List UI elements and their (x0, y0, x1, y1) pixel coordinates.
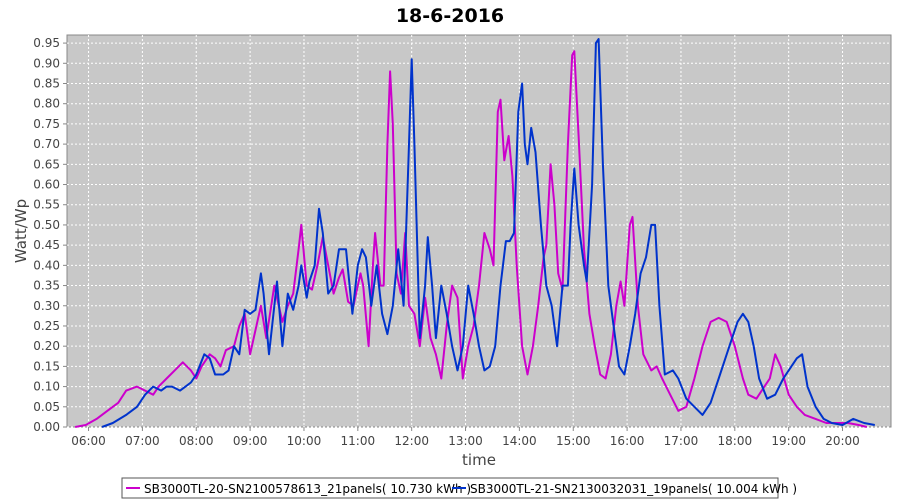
legend-entry: SB3000TL-21-SN2130032031_19panels( 10.00… (470, 482, 797, 496)
y-tick-label: 0.35 (33, 279, 60, 293)
y-tick-label: 0.05 (33, 400, 60, 414)
y-tick-label: 0.30 (33, 299, 60, 313)
series-line-1 (74, 50, 868, 428)
y-tick-label: 0.00 (33, 420, 60, 434)
x-tick-label: 08:00 (179, 434, 214, 448)
x-tick-label: 18:00 (718, 434, 753, 448)
x-tick-label: 20:00 (825, 434, 860, 448)
y-tick-label: 0.65 (33, 157, 60, 171)
x-tick-label: 11:00 (341, 434, 376, 448)
x-tick-label: 15:00 (556, 434, 591, 448)
x-tick-label: 07:00 (125, 434, 160, 448)
y-tick-label: 0.50 (33, 218, 60, 232)
y-axis-title: Watt/Wp (12, 199, 30, 263)
y-tick-label: 0.55 (33, 198, 60, 212)
y-tick-label: 0.20 (33, 339, 60, 353)
series-layer (74, 38, 875, 428)
y-tick-label: 0.90 (33, 56, 60, 70)
x-tick-label: 19:00 (771, 434, 806, 448)
y-tick-label: 0.45 (33, 238, 60, 252)
y-tick-label: 0.75 (33, 117, 60, 131)
x-tick-label: 12:00 (394, 434, 429, 448)
y-tick-label: 0.25 (33, 319, 60, 333)
axes: 0.00 0.05 0.10 0.15 0.20 0.25 0.30 0.35 0.40 0.45… (33, 36, 860, 448)
y-tick-label: 0.40 (33, 258, 60, 272)
plot-area (66, 34, 892, 428)
y-tick-label: 0.10 (33, 380, 60, 394)
y-tick-label: 0.70 (33, 137, 60, 151)
x-tick-label: 09:00 (233, 434, 268, 448)
legend: SB3000TL-20-SN2100578613_21panels( 10.73… (121, 477, 797, 499)
series-line-2 (101, 38, 875, 428)
chart-title: 18-6-2016 (396, 5, 504, 27)
x-tick-label: 16:00 (610, 434, 645, 448)
y-tick-label: 0.15 (33, 359, 60, 373)
y-tick-label: 0.85 (33, 76, 60, 90)
x-axis-title: time (462, 451, 496, 469)
x-tick-label: 13:00 (448, 434, 483, 448)
legend-box (121, 477, 779, 499)
x-tick-label: 17:00 (664, 434, 699, 448)
y-tick-label: 0.95 (33, 36, 60, 50)
x-tick-label: 10:00 (287, 434, 322, 448)
y-tick-label: 0.80 (33, 97, 60, 111)
x-tick-label: 14:00 (502, 434, 537, 448)
y-tick-label: 0.60 (33, 178, 60, 192)
legend-entry: SB3000TL-20-SN2100578613_21panels( 10.73… (144, 482, 471, 496)
x-tick-label: 06:00 (71, 434, 106, 448)
